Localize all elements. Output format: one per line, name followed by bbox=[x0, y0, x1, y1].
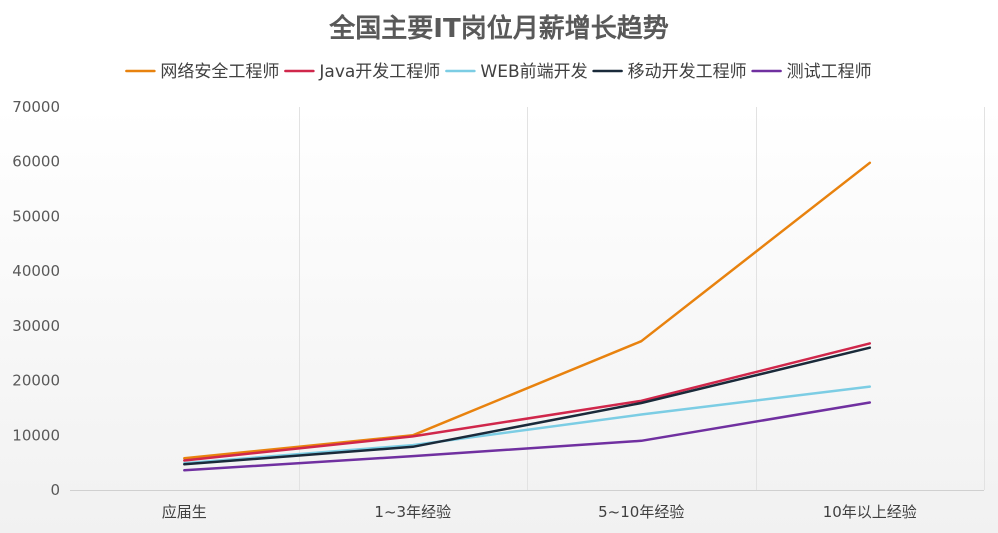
series-line-3 bbox=[183, 346, 872, 466]
legend-item[interactable]: Java开发工程师 bbox=[284, 62, 440, 82]
series-line-1 bbox=[183, 342, 872, 462]
legend-label: WEB前端开发 bbox=[480, 62, 587, 82]
y-tick-label: 10000 bbox=[12, 426, 60, 444]
legend-label: 网络安全工程师 bbox=[160, 62, 279, 82]
x-tick-label: 5~10年经验 bbox=[598, 503, 684, 521]
y-tick-label: 50000 bbox=[12, 207, 60, 225]
legend-item[interactable]: 测试工程师 bbox=[751, 62, 872, 82]
x-tick-label: 10年以上经验 bbox=[823, 503, 917, 521]
series-lines bbox=[183, 161, 872, 472]
y-tick-label: 40000 bbox=[12, 262, 60, 280]
legend-item[interactable]: WEB前端开发 bbox=[445, 62, 588, 82]
series-line-4 bbox=[183, 401, 872, 472]
y-tick-label: 70000 bbox=[12, 98, 60, 116]
x-tick-label: 1~3年经验 bbox=[374, 503, 451, 521]
x-tick-label: 应届生 bbox=[162, 503, 207, 521]
gridlines bbox=[70, 107, 985, 491]
legend-label: 测试工程师 bbox=[787, 62, 872, 82]
legend: 网络安全工程师 Java开发工程师 WEB前端开发 移动开发工程师 测试工程师 bbox=[125, 62, 872, 82]
y-tick-label: 60000 bbox=[12, 153, 60, 171]
y-axis: 0 10000 20000 30000 40000 50000 60000 70000 bbox=[12, 98, 60, 499]
legend-label: 移动开发工程师 bbox=[628, 62, 747, 82]
y-tick-label: 30000 bbox=[12, 317, 60, 335]
series-line-2 bbox=[183, 385, 872, 465]
x-axis: 应届生 1~3年经验 5~10年经验 10年以上经验 bbox=[162, 503, 917, 521]
y-tick-label: 0 bbox=[50, 481, 60, 499]
legend-item[interactable]: 移动开发工程师 bbox=[592, 62, 747, 82]
chart-title: 全国主要IT岗位月薪增长趋势 bbox=[328, 13, 668, 44]
series-line-0 bbox=[183, 161, 872, 460]
y-tick-label: 20000 bbox=[12, 372, 60, 390]
legend-item[interactable]: 网络安全工程师 bbox=[125, 62, 279, 82]
legend-label: Java开发工程师 bbox=[318, 62, 440, 82]
